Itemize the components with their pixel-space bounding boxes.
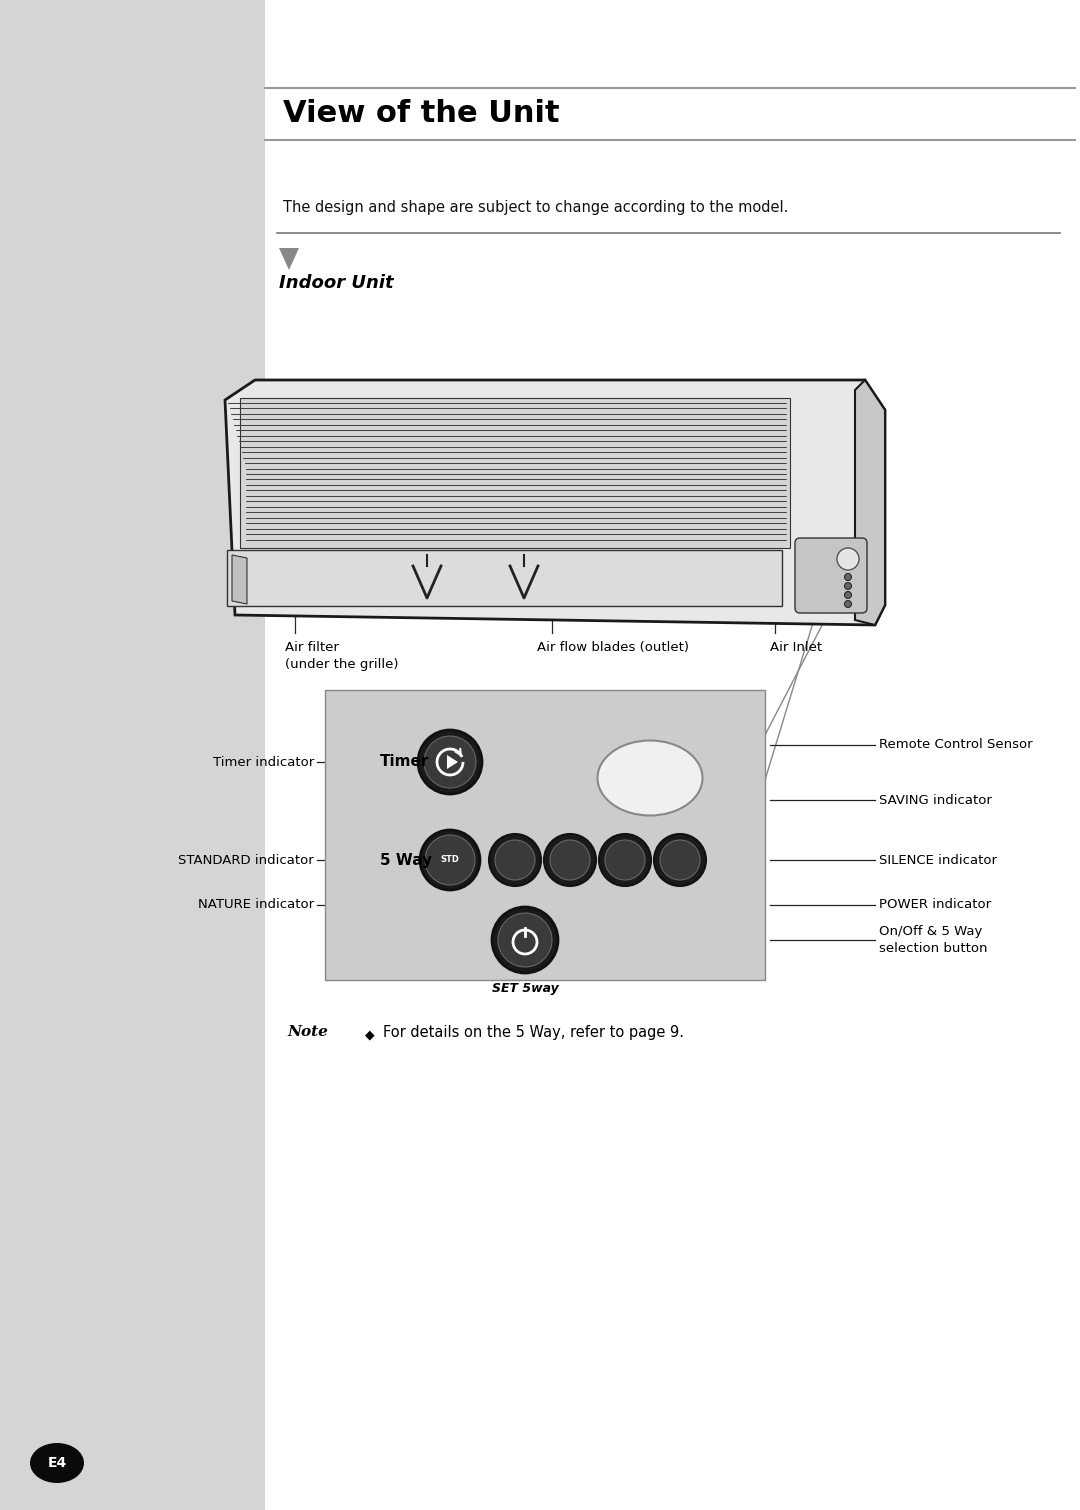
Circle shape <box>654 834 706 886</box>
Circle shape <box>426 835 475 885</box>
Circle shape <box>489 834 541 886</box>
Bar <box>240 399 789 548</box>
Circle shape <box>492 908 558 972</box>
Circle shape <box>845 583 851 589</box>
Polygon shape <box>279 248 299 270</box>
Text: POWER indicator: POWER indicator <box>879 898 991 912</box>
Text: Air flow blades (outlet): Air flow blades (outlet) <box>537 642 689 654</box>
Text: On/Off & 5 Way
selection button: On/Off & 5 Way selection button <box>879 926 987 954</box>
Polygon shape <box>232 556 247 604</box>
FancyBboxPatch shape <box>795 538 867 613</box>
Text: View of the Unit: View of the Unit <box>283 100 559 128</box>
Text: Timer indicator: Timer indicator <box>213 755 314 769</box>
Text: ◆: ◆ <box>365 1028 375 1040</box>
Text: Air Inlet: Air Inlet <box>770 642 822 654</box>
Bar <box>325 690 765 980</box>
Text: STANDARD indicator: STANDARD indicator <box>178 853 314 867</box>
Polygon shape <box>225 381 885 625</box>
Text: E4: E4 <box>48 1456 67 1471</box>
Polygon shape <box>447 755 458 769</box>
Bar <box>227 550 782 606</box>
Circle shape <box>424 735 476 788</box>
Circle shape <box>845 574 851 580</box>
Circle shape <box>599 834 651 886</box>
Text: Remote Control Sensor: Remote Control Sensor <box>879 738 1032 752</box>
Circle shape <box>845 601 851 607</box>
Text: Timer: Timer <box>380 755 430 770</box>
Polygon shape <box>855 381 885 625</box>
Circle shape <box>660 840 700 880</box>
Circle shape <box>418 729 482 794</box>
Ellipse shape <box>30 1444 84 1483</box>
Text: Air filter
(under the grille): Air filter (under the grille) <box>285 642 399 670</box>
Text: Note: Note <box>287 1025 328 1039</box>
Circle shape <box>498 914 552 966</box>
Bar <box>265 0 1080 1510</box>
Text: For details on the 5 Way, refer to page 9.: For details on the 5 Way, refer to page … <box>383 1025 684 1040</box>
Circle shape <box>550 840 590 880</box>
Circle shape <box>495 840 535 880</box>
Text: SAVING indicator: SAVING indicator <box>879 793 991 806</box>
Text: Indoor Unit: Indoor Unit <box>279 273 393 291</box>
Circle shape <box>420 831 480 889</box>
Circle shape <box>837 548 859 569</box>
Text: The design and shape are subject to change according to the model.: The design and shape are subject to chan… <box>283 199 788 214</box>
Text: SET 5way: SET 5way <box>491 982 558 995</box>
Text: 5 Way: 5 Way <box>380 853 432 868</box>
Text: SILENCE indicator: SILENCE indicator <box>879 853 997 867</box>
Text: NATURE indicator: NATURE indicator <box>198 898 314 912</box>
Circle shape <box>605 840 645 880</box>
Circle shape <box>544 834 596 886</box>
Text: STD: STD <box>441 856 459 865</box>
Circle shape <box>845 592 851 598</box>
Bar <box>0 0 265 1510</box>
Ellipse shape <box>597 740 702 815</box>
